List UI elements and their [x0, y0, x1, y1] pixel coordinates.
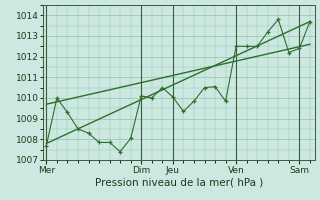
X-axis label: Pression niveau de la mer( hPa ): Pression niveau de la mer( hPa ): [95, 177, 263, 187]
